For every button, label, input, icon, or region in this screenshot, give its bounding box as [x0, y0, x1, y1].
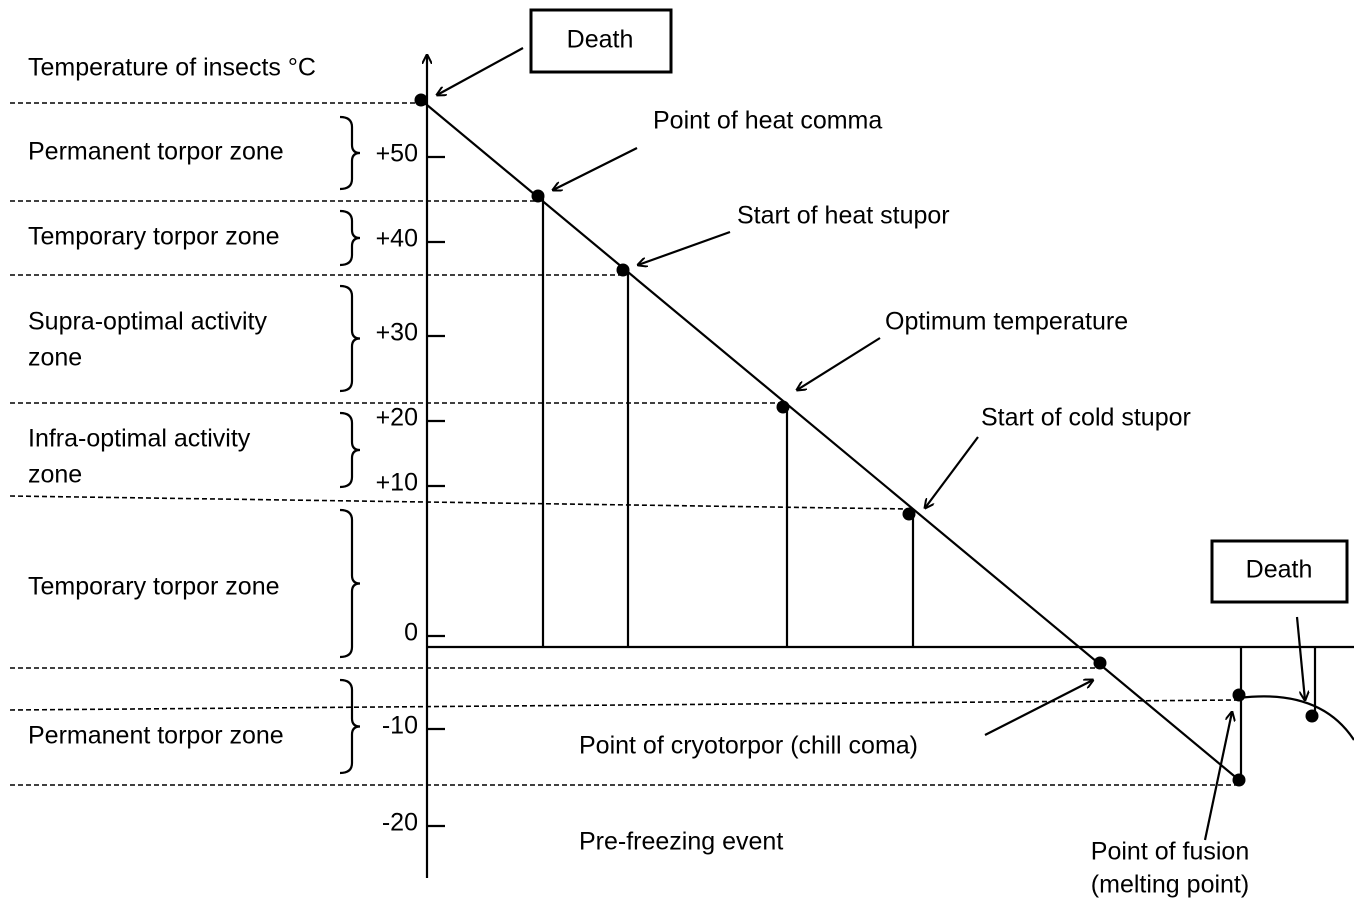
tick-label: +50 — [376, 140, 418, 168]
dashed-line — [9, 699, 1240, 711]
tick-label: -20 — [382, 809, 418, 837]
arrow — [925, 436, 979, 508]
brace — [339, 284, 361, 393]
brace — [339, 209, 361, 267]
death-label: Death — [1246, 556, 1313, 584]
zone-label: Supra-optimal activity — [28, 308, 267, 336]
death-label: Death — [567, 26, 634, 54]
zone-label: Temporary torpor zone — [28, 223, 280, 251]
tick-label: +20 — [376, 404, 418, 432]
death-box — [1210, 539, 1349, 604]
dashed-line — [9, 495, 910, 510]
arrow — [1295, 616, 1305, 700]
point-label: Pre-freezing event — [579, 828, 783, 856]
brace — [339, 508, 361, 659]
arrow — [1203, 712, 1232, 841]
point-label: Point of cryotorpor (chill coma) — [579, 732, 918, 760]
arrow — [437, 47, 524, 95]
zone-label: Permanent torpor zone — [28, 722, 284, 750]
point — [1305, 709, 1319, 723]
axis-title: Temperature of insects °C — [28, 54, 316, 82]
zone-label: zone — [28, 344, 82, 372]
tick-label: -10 — [382, 712, 418, 740]
arrow — [553, 147, 638, 190]
tick-label: +40 — [376, 225, 418, 253]
point — [902, 507, 916, 521]
point — [414, 93, 428, 107]
point — [1232, 773, 1246, 787]
point-label: (melting point) — [1091, 871, 1249, 899]
tick-label: 0 — [404, 619, 418, 647]
tick-label: +10 — [376, 469, 418, 497]
point-label: Start of heat stupor — [737, 202, 950, 230]
point — [1093, 656, 1107, 670]
point — [531, 189, 545, 203]
point — [616, 263, 630, 277]
tick-label: +30 — [376, 319, 418, 347]
point-label: Start of cold stupor — [981, 404, 1191, 432]
brace — [339, 115, 361, 191]
point — [1232, 688, 1246, 702]
brace — [339, 678, 361, 775]
point-label: Optimum temperature — [885, 308, 1128, 336]
zone-label: Infra-optimal activity — [28, 425, 251, 453]
brace — [339, 411, 361, 489]
arrow — [984, 680, 1093, 736]
death-box — [529, 8, 673, 74]
point-label: Point of fusion — [1091, 838, 1249, 866]
arrow — [797, 337, 881, 390]
point — [776, 400, 790, 414]
zone-label: Permanent torpor zone — [28, 138, 284, 166]
point-label: Point of heat comma — [653, 107, 882, 135]
arrow — [638, 230, 731, 265]
zone-label: Temporary torpor zone — [28, 573, 280, 601]
zone-label: zone — [28, 461, 82, 489]
